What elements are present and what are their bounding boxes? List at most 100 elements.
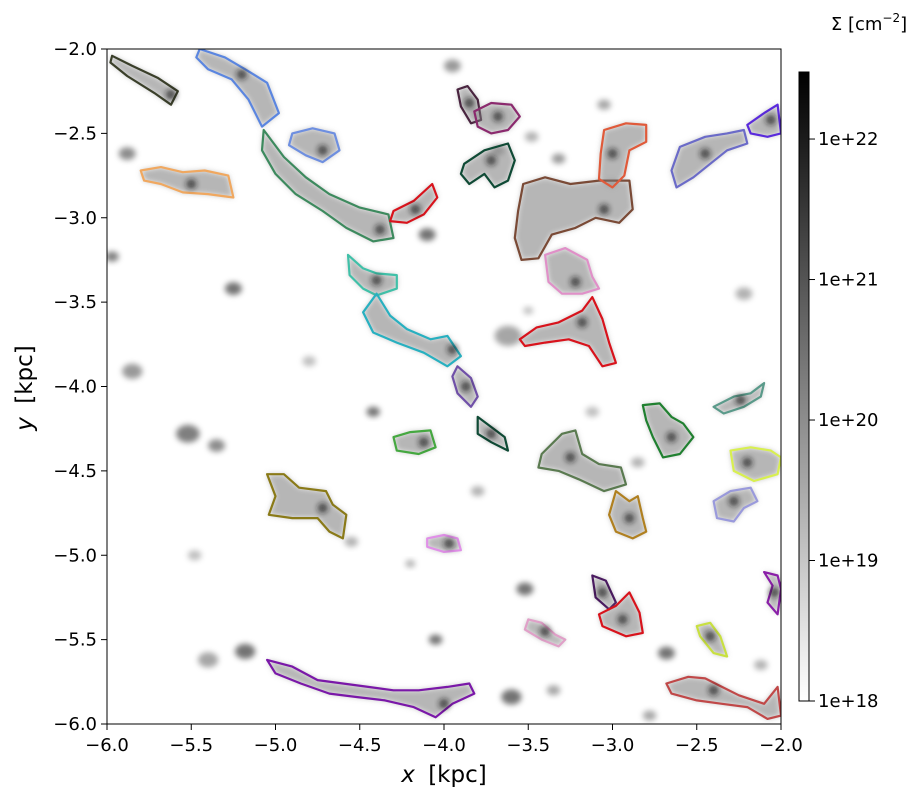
density-blob — [657, 646, 675, 660]
density-blob — [494, 325, 522, 346]
cloud-contour — [746, 103, 781, 138]
cloud-contour — [537, 429, 628, 493]
cloud-contour — [459, 142, 516, 189]
x-axis-label-unit: [kpc] — [428, 762, 487, 788]
colorbar-tick-label: 1e+19 — [818, 551, 879, 572]
cloud — [139, 166, 235, 199]
colorbar-label-exponent: −2 — [882, 11, 900, 25]
cloud-fill — [262, 130, 394, 242]
cloud-contour — [287, 127, 341, 164]
cloud-core — [460, 381, 471, 392]
colorbar-tick-label: 1e+18 — [818, 691, 879, 712]
cloud-contour — [712, 382, 766, 415]
cloud — [195, 49, 280, 128]
y-tick-label: −6.0 — [53, 714, 97, 735]
cloud-fill — [747, 104, 781, 137]
cloud-contour — [426, 533, 462, 554]
cloud-contour — [597, 122, 648, 189]
density-blob — [470, 486, 485, 497]
density-blob — [176, 424, 200, 443]
cloud-fill — [460, 143, 515, 188]
colorbar: 1e+18 1e+19 1e+20 1e+21 1e+22 Σ [cm−2] — [798, 11, 907, 712]
density-blob — [344, 536, 359, 547]
density-blob — [187, 550, 202, 561]
cloud-contour — [139, 166, 235, 199]
cloud-contour — [597, 591, 644, 638]
cloud-core — [700, 148, 711, 159]
x-tick-label: −5.5 — [169, 735, 213, 756]
cloud-contour — [641, 402, 695, 459]
x-tick-label: −5.0 — [254, 735, 298, 756]
cloud — [362, 292, 462, 368]
cloud — [665, 675, 781, 721]
density-blob — [122, 363, 143, 379]
cloud-core — [486, 155, 497, 166]
cloud-fill — [427, 535, 461, 552]
y-axis-label: y [kpc] — [12, 345, 38, 431]
density-blob — [501, 689, 522, 705]
density-blob — [551, 153, 566, 164]
cloud-fill — [599, 123, 647, 188]
colorbar-label-close: ] — [900, 14, 907, 35]
cloud-core — [728, 496, 739, 507]
cloud — [712, 382, 766, 415]
cloud — [537, 429, 628, 493]
x-tick-label: −2.5 — [675, 735, 719, 756]
x-tick-label: −2.0 — [759, 735, 803, 756]
cloud — [607, 490, 648, 540]
cloud-core — [577, 317, 588, 328]
cloud-core — [371, 275, 382, 286]
density-blob — [302, 356, 316, 367]
cloud-contour — [389, 182, 439, 224]
y-tick-label: −4.0 — [53, 377, 97, 398]
colorbar-tick-label: 1e+20 — [818, 410, 879, 431]
density-blob — [631, 457, 645, 468]
cloud-fill — [514, 177, 633, 260]
density-blob — [366, 406, 380, 417]
density-blob — [546, 685, 561, 696]
cloud — [712, 486, 759, 523]
cloud — [392, 429, 437, 456]
cloud-core — [410, 204, 421, 215]
cloud-core — [464, 98, 475, 108]
cloud-fill — [393, 430, 436, 454]
cloud — [762, 570, 781, 616]
cloud — [476, 415, 510, 452]
density-blob — [197, 652, 219, 668]
cloud — [459, 142, 516, 189]
density-blob — [224, 282, 242, 295]
y-tick-label: −4.5 — [53, 461, 97, 482]
cloud-fill — [196, 49, 279, 127]
y-axis: −2.0 −2.5 −3.0 −3.5 −4.0 −4.5 −5.0 −5.5 −6.0 — [53, 39, 107, 735]
cloud-core — [565, 452, 576, 463]
cloud-contour — [543, 247, 601, 295]
colorbar-label-text: Σ [cm — [831, 14, 883, 35]
cloud-core — [735, 395, 746, 405]
x-tick-label: −3.0 — [591, 735, 635, 756]
cloud-contour — [195, 49, 280, 128]
density-blob — [208, 439, 225, 452]
cloud-fill — [666, 676, 781, 719]
density-blob — [523, 306, 534, 315]
cloud-contour — [712, 486, 759, 523]
density-blob — [524, 131, 539, 142]
cloud — [670, 128, 749, 189]
cloud — [729, 446, 781, 483]
colorbar-gradient — [798, 71, 810, 702]
cloud — [597, 122, 648, 189]
cloud-core — [765, 114, 776, 125]
y-tick-label: −5.0 — [53, 545, 97, 566]
cloud — [426, 533, 462, 554]
cloud-contour — [362, 292, 462, 368]
y-tick-label: −5.5 — [53, 630, 97, 651]
cloud-fill — [599, 592, 643, 637]
density-blob — [735, 287, 753, 301]
y-axis-label-symbol: y — [12, 417, 38, 432]
density-blob — [642, 710, 657, 721]
cloud-core — [418, 437, 429, 448]
cloud — [287, 127, 341, 164]
y-tick-label: −2.0 — [53, 39, 97, 60]
cloud-core — [570, 276, 581, 287]
x-axis-label-symbol: x — [400, 762, 415, 788]
cloud-contour — [451, 365, 479, 408]
